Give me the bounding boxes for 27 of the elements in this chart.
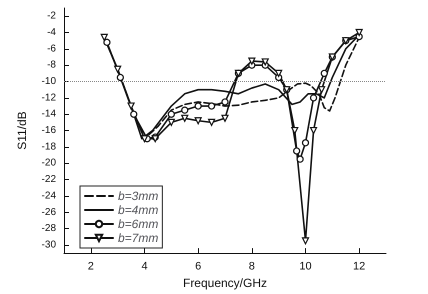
- x-tick-label: 2: [88, 260, 94, 273]
- y-tick-label: -30: [42, 239, 56, 250]
- x-axis-title: Frequency/GHz: [182, 276, 268, 290]
- y-axis-title: S11/dB: [15, 111, 29, 150]
- legend-label: b=4mm: [118, 203, 158, 217]
- y-tick-label: -2: [47, 10, 56, 22]
- y-tick-label: -8: [47, 60, 56, 71]
- y-tick-label: -6: [47, 43, 56, 54]
- y-tick-label: -16: [42, 125, 56, 136]
- x-tick-label: 4: [141, 260, 148, 273]
- y-tick-label: -20: [42, 158, 56, 169]
- legend-label: b=6mm: [118, 217, 158, 231]
- x-tick-label: 10: [299, 260, 312, 273]
- y-tick-label: -10: [42, 76, 56, 88]
- y-tick-label: -4: [47, 27, 56, 38]
- x-tick-label: 12: [353, 260, 366, 273]
- y-tick-label: -22: [42, 174, 56, 186]
- y-tick-label: -26: [42, 206, 56, 218]
- y-tick-label: -18: [42, 141, 56, 152]
- legend-label: b=3mm: [118, 189, 158, 203]
- legend-label: b=7mm: [118, 231, 158, 245]
- y-tick-label: -24: [42, 190, 56, 202]
- x-tick-label: 6: [195, 260, 202, 273]
- y-tick-label: -14: [42, 108, 56, 120]
- y-tick-label: -28: [42, 223, 56, 234]
- y-tick-label: -12: [42, 92, 56, 104]
- x-tick-label: 8: [248, 260, 255, 273]
